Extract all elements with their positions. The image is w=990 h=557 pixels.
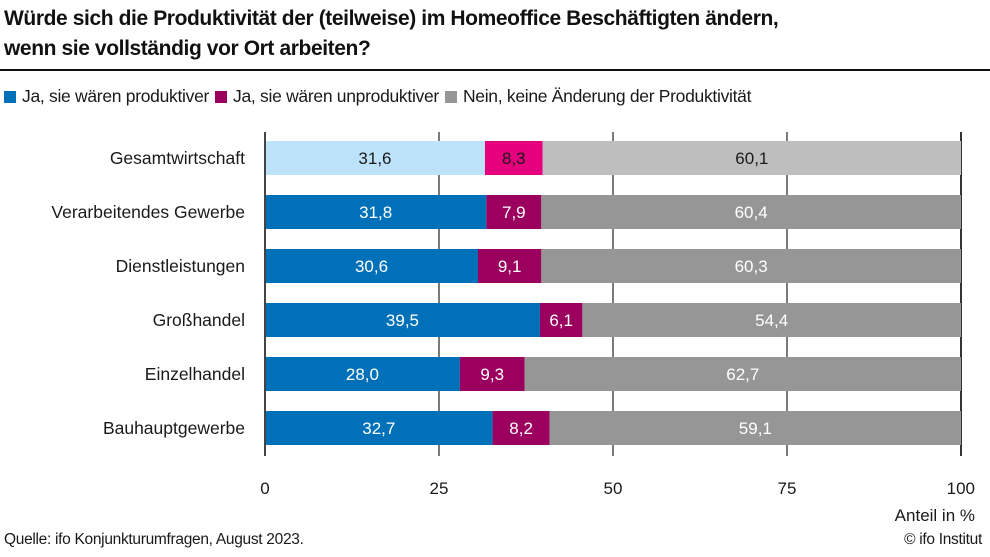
x-axis-label: Anteil in % (895, 506, 975, 525)
category-label: Gesamtwirtschaft (110, 148, 245, 168)
bar-segment-unproductive (486, 195, 542, 229)
legend-item-productive: Ja, sie wären produktiver (4, 86, 209, 107)
bar-segment-no-change (542, 141, 961, 175)
legend-item-unproductive: Ja, sie wären unproduktiver (215, 86, 439, 107)
bar-segment-unproductive (492, 411, 550, 445)
category-label: Dienstleistungen (116, 256, 245, 276)
data-label-productive: 39,5 (386, 311, 419, 330)
source-note: Quelle: ifo Konjunkturumfragen, August 2… (4, 531, 304, 548)
data-label-productive: 31,8 (359, 203, 392, 222)
category-label: Einzelhandel (145, 364, 245, 384)
bar-segment-no-change (541, 249, 961, 283)
data-label-unproductive: 9,1 (498, 257, 522, 276)
data-label-unproductive: 7,9 (502, 203, 526, 222)
legend-swatch-no-change (444, 90, 457, 103)
data-label-no-change: 60,3 (735, 257, 768, 276)
legend-swatch-productive (4, 90, 16, 103)
bar-segment-productive (265, 411, 493, 445)
bar-segment-productive (265, 357, 460, 391)
legend-label-productive: Ja, sie wären produktiver (22, 86, 210, 106)
bar-segment-unproductive (539, 303, 583, 337)
legend-item-no-change: Nein, keine Änderung der Produktivität (444, 86, 752, 107)
bar-segment-unproductive (459, 357, 525, 391)
x-tick-label: 75 (778, 479, 797, 498)
legend-label-no-change: Nein, keine Änderung der Produktivität (462, 86, 752, 106)
category-label: Großhandel (153, 310, 245, 330)
x-tick-label: 0 (260, 479, 269, 498)
data-label-productive: 31,6 (358, 149, 391, 168)
x-tick-label: 50 (604, 479, 623, 498)
bar-segment-no-change (541, 195, 961, 229)
legend-label-unproductive: Ja, sie wären unproduktiver (233, 86, 439, 106)
bar-segment-productive (265, 249, 478, 283)
data-label-unproductive: 6,1 (549, 311, 573, 330)
legend: Ja, sie wären produktiver Ja, sie wären … (4, 86, 757, 107)
data-label-productive: 30,6 (355, 257, 388, 276)
chart-title: Würde sich die Produktivität der (teilwe… (4, 4, 984, 64)
category-label: Verarbeitendes Gewerbe (51, 202, 245, 222)
data-label-unproductive: 9,3 (480, 365, 504, 384)
data-label-no-change: 62,7 (726, 365, 759, 384)
bar-segment-productive (265, 195, 487, 229)
data-label-unproductive: 8,3 (502, 149, 526, 168)
data-label-no-change: 54,4 (755, 311, 788, 330)
category-label: Bauhauptgewerbe (103, 418, 245, 438)
bar-segment-productive (265, 141, 485, 175)
bar-segment-unproductive (484, 141, 543, 175)
bar-segment-no-change (524, 357, 961, 391)
data-label-productive: 32,7 (362, 419, 395, 438)
bar-segment-unproductive (477, 249, 542, 283)
bar-segment-no-change (549, 411, 961, 445)
bar-segment-no-change (582, 303, 961, 337)
data-label-no-change: 60,1 (735, 149, 768, 168)
x-tick-label: 25 (430, 479, 449, 498)
legend-swatch-unproductive (215, 90, 228, 103)
data-label-unproductive: 8,2 (509, 419, 533, 438)
data-label-no-change: 60,4 (735, 203, 768, 222)
copyright-note: © ifo Institut (904, 531, 982, 548)
bar-segment-productive (265, 303, 540, 337)
chart-title-line-2: wenn sie vollständig vor Ort arbeiten? (4, 37, 371, 60)
title-divider (0, 69, 990, 71)
x-tick-label: 100 (947, 479, 975, 498)
data-label-productive: 28,0 (346, 365, 379, 384)
chart-title-line-1: Würde sich die Produktivität der (teilwe… (4, 7, 779, 30)
data-label-no-change: 59,1 (739, 419, 772, 438)
